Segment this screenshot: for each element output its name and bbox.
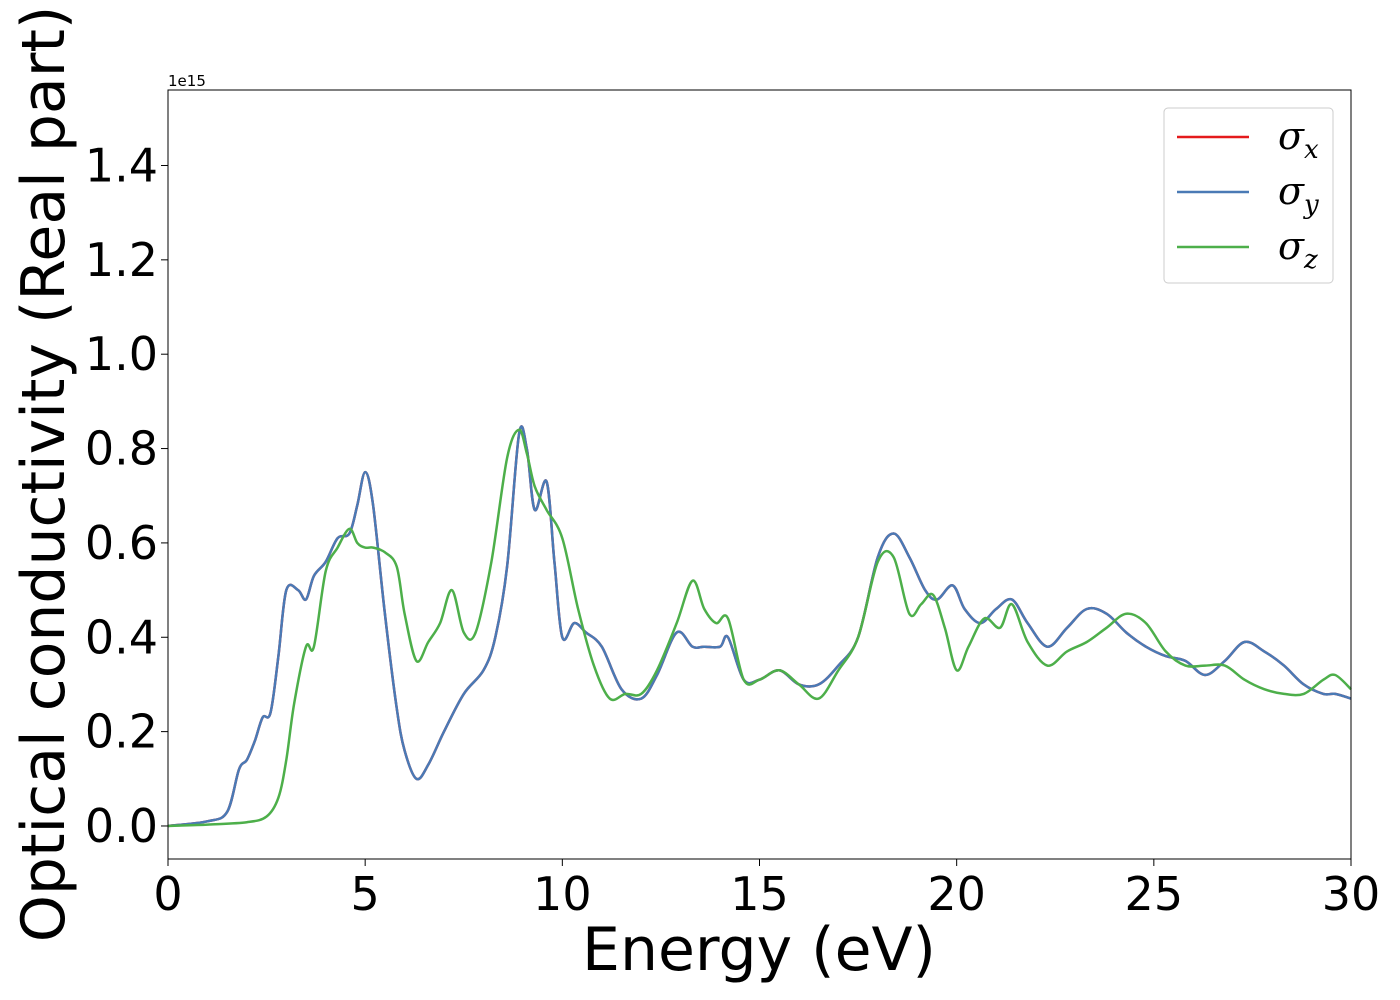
y-tick-label: 1.4: [85, 138, 158, 192]
legend-box: [1163, 107, 1334, 284]
x-axis: 0 5 10 15 20 25 30: [153, 859, 1380, 921]
x-tick-label: 10: [533, 867, 592, 921]
x-tick-label: 20: [927, 867, 986, 921]
y-offset-label: 1e15: [168, 72, 206, 90]
series-line-y: [167, 425, 1352, 828]
x-axis-label: Energy (eV): [582, 915, 936, 985]
y-tick-label: 0.2: [85, 705, 158, 759]
series-layer: [167, 425, 1352, 828]
y-tick-label: 1.0: [85, 327, 158, 381]
legend-label-y: σy: [1278, 169, 1319, 220]
y-tick-label: 0.0: [85, 799, 158, 853]
x-tick-label: 15: [730, 867, 789, 921]
x-tick-label: 30: [1322, 867, 1381, 921]
y-tick-label: 1.2: [85, 233, 158, 287]
legend-label-x: σx: [1278, 114, 1319, 165]
series-line-x: [167, 425, 1352, 828]
x-tick-label: 5: [351, 867, 380, 921]
series-line-z: [167, 428, 1352, 828]
x-tick-label: 25: [1125, 867, 1184, 921]
y-axis-label: Optical conductivity (Real part): [9, 6, 79, 943]
y-tick-label: 0.6: [85, 516, 158, 570]
x-tick-label: 0: [153, 867, 182, 921]
y-tick-label: 0.8: [85, 422, 158, 476]
y-tick-label: 0.4: [85, 610, 158, 664]
y-axis: 0.0 0.2 0.4 0.6 0.8 1.0 1.2 1.4: [85, 138, 168, 853]
